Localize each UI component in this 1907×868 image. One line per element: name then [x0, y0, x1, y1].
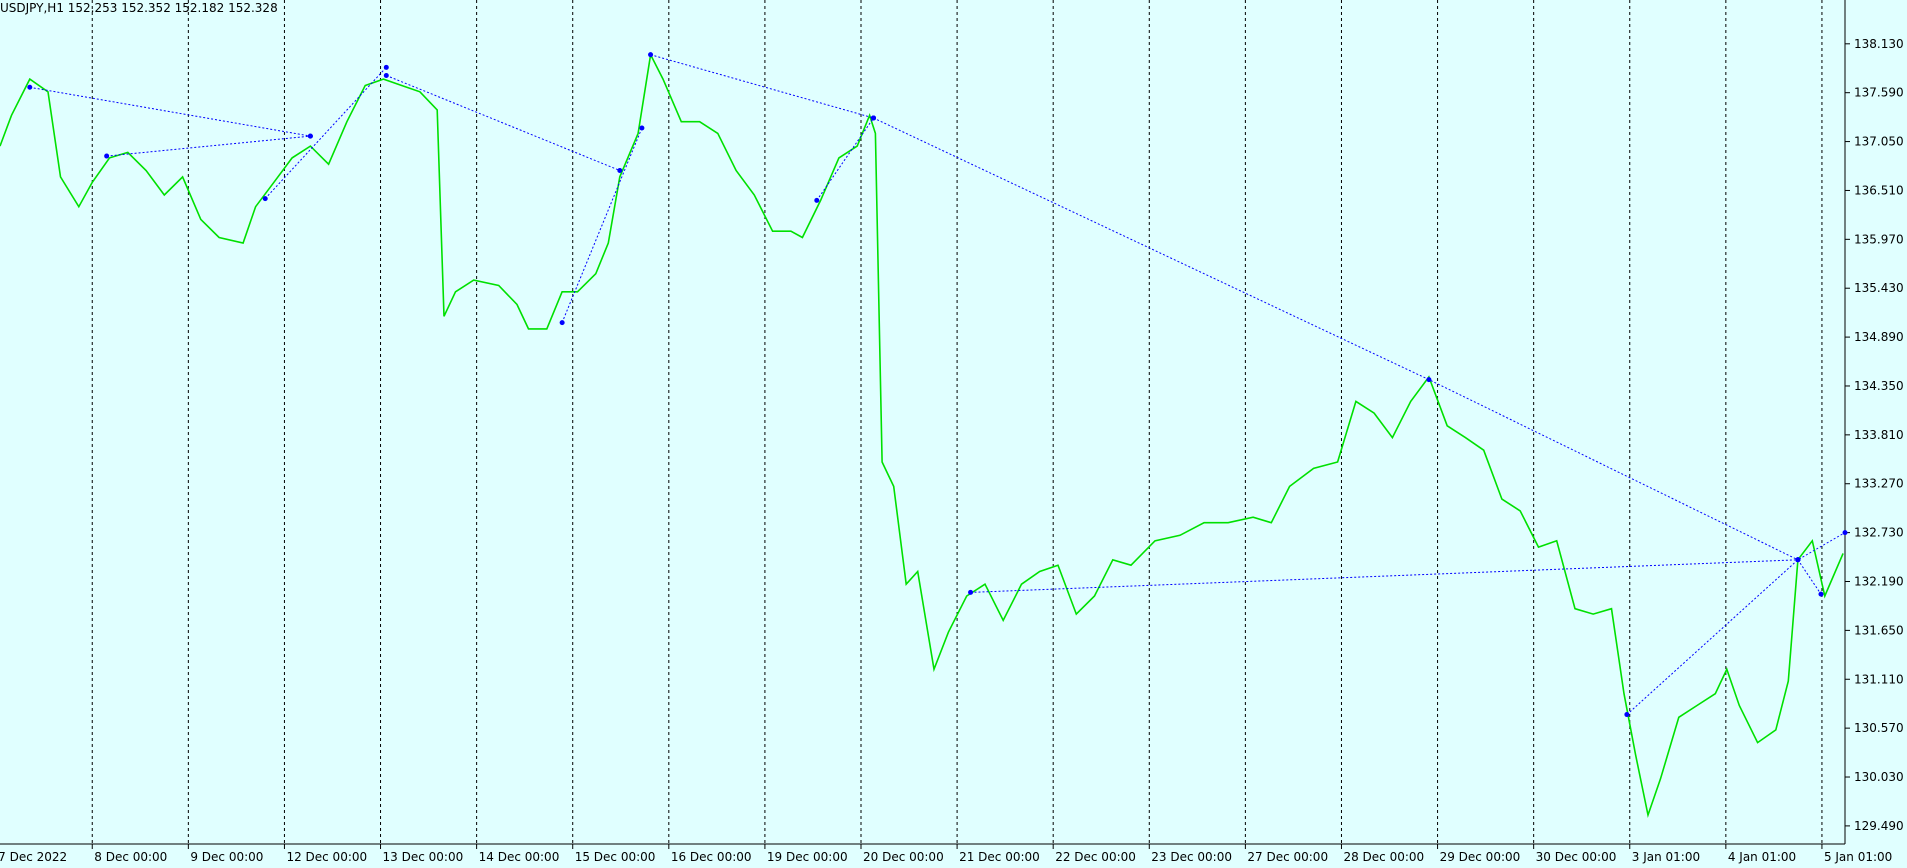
trend-point — [870, 115, 876, 121]
trend-point — [383, 64, 389, 70]
trend-point — [1842, 530, 1848, 536]
trend-point — [262, 196, 268, 202]
price-line — [0, 52, 1844, 819]
x-tick-label: 23 Dec 00:00 — [1151, 850, 1232, 864]
y-tick-label: 129.490 — [1854, 819, 1904, 833]
y-tick-label: 135.430 — [1854, 281, 1904, 295]
trend-line — [816, 117, 874, 201]
x-tick-label: 22 Dec 00:00 — [1055, 850, 1136, 864]
x-tick-label: 3 Jan 01:00 — [1632, 850, 1700, 864]
trend-point — [307, 133, 313, 139]
trend-point — [383, 72, 389, 78]
y-tick-label: 134.890 — [1854, 330, 1904, 344]
trend-line — [264, 66, 387, 199]
x-tick-label: 30 Dec 00:00 — [1536, 850, 1617, 864]
trend-line — [29, 86, 311, 137]
y-tick-label: 137.590 — [1854, 86, 1904, 100]
trend-point — [1426, 377, 1432, 383]
y-tick-label: 131.110 — [1854, 672, 1904, 686]
x-tick-label: 28 Dec 00:00 — [1343, 850, 1424, 864]
trend-point — [639, 125, 645, 131]
y-tick-label: 137.050 — [1854, 135, 1904, 149]
x-tick-label: 14 Dec 00:00 — [479, 850, 560, 864]
x-tick-label: 13 Dec 00:00 — [383, 850, 464, 864]
trend-point — [968, 589, 974, 595]
trend-point — [1624, 712, 1630, 718]
trend-point — [27, 84, 33, 90]
y-tick-label: 138.130 — [1854, 37, 1904, 51]
trend-line — [1626, 532, 1846, 715]
x-tick-label: 4 Jan 01:00 — [1728, 850, 1796, 864]
y-tick-label: 134.350 — [1854, 379, 1904, 393]
y-tick-label: 132.730 — [1854, 526, 1904, 540]
x-tick-label: 5 Jan 01:00 — [1824, 850, 1892, 864]
x-tick-label: 8 Dec 00:00 — [94, 850, 167, 864]
y-tick-label: 133.270 — [1854, 477, 1904, 491]
trend-point — [104, 153, 110, 159]
y-tick-label: 133.810 — [1854, 428, 1904, 442]
trend-point — [617, 168, 623, 174]
x-tick-label: 29 Dec 00:00 — [1440, 850, 1521, 864]
trend-point — [1818, 591, 1824, 597]
x-tick-label: 7 Dec 2022 — [0, 850, 67, 864]
x-tick-label: 27 Dec 00:00 — [1247, 850, 1328, 864]
trend-line — [561, 127, 643, 323]
chart-title: USDJPY,H1 152.253 152.352 152.182 152.32… — [0, 1, 278, 15]
trend-point — [648, 52, 654, 58]
trend-point — [559, 320, 565, 326]
x-tick-label: 15 Dec 00:00 — [575, 850, 656, 864]
y-tick-label: 131.650 — [1854, 623, 1904, 637]
x-tick-label: 9 Dec 00:00 — [190, 850, 263, 864]
x-tick-label: 20 Dec 00:00 — [863, 850, 944, 864]
x-tick-label: 21 Dec 00:00 — [959, 850, 1040, 864]
x-tick-label: 16 Dec 00:00 — [671, 850, 752, 864]
trend-point — [1795, 557, 1801, 563]
trend-line — [650, 54, 874, 119]
trend-line — [1797, 559, 1822, 595]
trend-point — [814, 197, 820, 203]
y-tick-label: 130.030 — [1854, 770, 1904, 784]
x-tick-label: 12 Dec 00:00 — [286, 850, 367, 864]
y-tick-label: 136.510 — [1854, 183, 1904, 197]
x-tick-label: 19 Dec 00:00 — [767, 850, 848, 864]
y-tick-label: 132.190 — [1854, 574, 1904, 588]
y-tick-label: 130.570 — [1854, 721, 1904, 735]
y-tick-label: 135.970 — [1854, 232, 1904, 246]
